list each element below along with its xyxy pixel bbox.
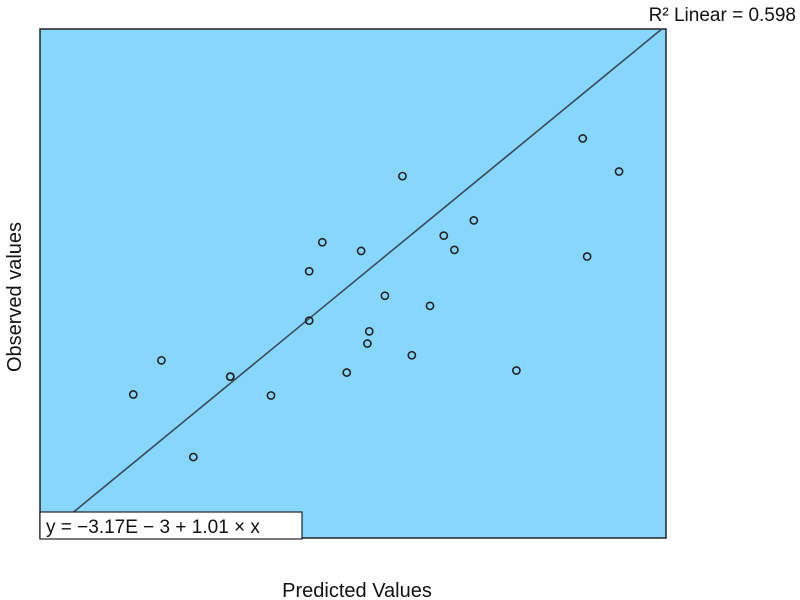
y-axis-title: Observed values bbox=[4, 222, 26, 372]
fit-equation-box: y = −3.17E − 3 + 1.01 × x bbox=[39, 511, 303, 540]
r2-label: R² Linear = 0.598 bbox=[649, 5, 796, 26]
data-point bbox=[380, 291, 390, 301]
data-point bbox=[317, 237, 327, 247]
data-point bbox=[304, 266, 314, 276]
data-point bbox=[614, 167, 624, 176]
data-point bbox=[304, 316, 314, 326]
data-point bbox=[356, 246, 366, 256]
x-axis-title: Predicted Values bbox=[282, 580, 432, 600]
data-point bbox=[450, 245, 459, 255]
data-point bbox=[469, 215, 479, 225]
data-point bbox=[582, 252, 592, 261]
fit-line bbox=[41, 28, 663, 539]
data-point bbox=[425, 301, 435, 311]
data-point bbox=[225, 372, 235, 382]
fit-equation-label: y = −3.17E − 3 + 1.01 × x bbox=[46, 517, 260, 538]
data-point bbox=[188, 452, 198, 462]
data-point bbox=[342, 368, 352, 377]
data-point bbox=[578, 134, 588, 143]
points-layer bbox=[128, 134, 624, 462]
data-point bbox=[364, 326, 374, 336]
data-point bbox=[128, 390, 138, 399]
data-point bbox=[407, 350, 417, 360]
data-point bbox=[157, 355, 166, 365]
data-point bbox=[362, 339, 372, 348]
data-point bbox=[266, 391, 276, 400]
data-point bbox=[439, 231, 449, 241]
fit-equation-background bbox=[39, 511, 303, 540]
data-point bbox=[398, 171, 407, 181]
data-point bbox=[511, 366, 521, 375]
